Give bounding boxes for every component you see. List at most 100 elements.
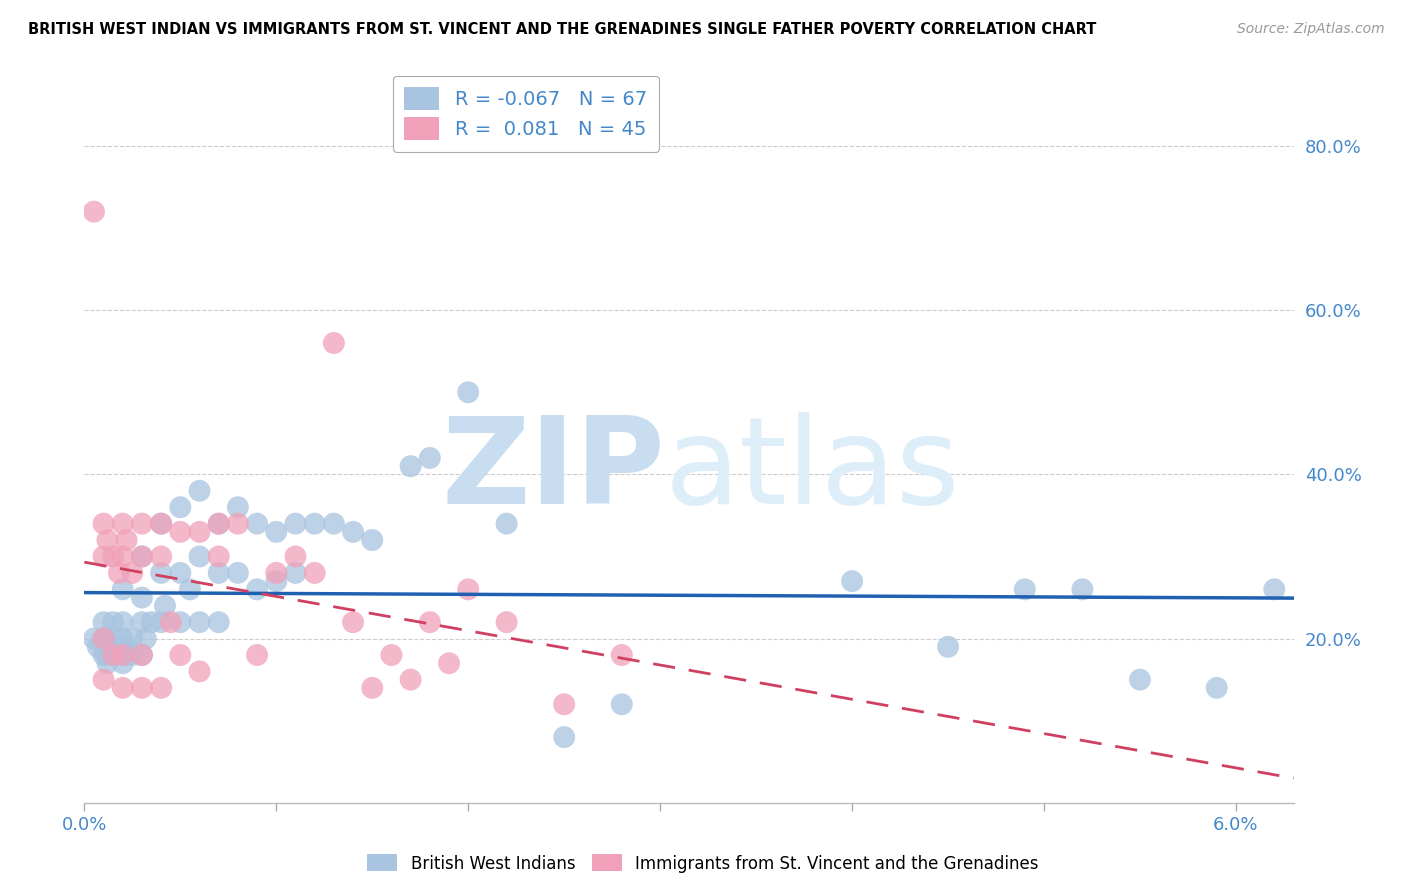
Point (115, 640, 138, 654)
Text: BRITISH WEST INDIAN VS IMMIGRANTS FROM ST. VINCENT AND THE GRENADINES SINGLE FAT: BRITISH WEST INDIAN VS IMMIGRANTS FROM S… (28, 22, 1097, 37)
Point (322, 336, 344, 351)
Point (87, 640, 110, 654)
Point (495, 516, 517, 531)
Point (266, 574, 288, 588)
Point (208, 516, 231, 531)
Point (457, 385, 479, 400)
Point (121, 566, 143, 580)
Point (1129, 673, 1152, 687)
Point (226, 516, 249, 531)
Point (169, 566, 191, 580)
Point (1263, 582, 1285, 597)
Point (115, 533, 138, 547)
Point (83, 632, 105, 646)
Point (361, 533, 384, 547)
Point (153, 599, 176, 613)
Point (111, 582, 134, 597)
Point (208, 516, 231, 531)
Point (380, 648, 402, 662)
Point (111, 549, 134, 564)
Point (96, 648, 118, 662)
Point (111, 648, 134, 662)
Point (169, 500, 191, 515)
Point (131, 615, 153, 630)
Point (111, 657, 134, 671)
Text: atlas: atlas (665, 412, 960, 529)
Point (150, 566, 173, 580)
Point (188, 549, 211, 564)
Text: Source: ZipAtlas.com: Source: ZipAtlas.com (1237, 22, 1385, 37)
Point (841, 574, 863, 588)
Point (101, 640, 124, 654)
Point (188, 665, 211, 679)
Point (188, 524, 211, 539)
Point (553, 698, 575, 712)
Point (342, 615, 364, 630)
Point (93, 632, 115, 646)
Point (495, 615, 517, 630)
Point (322, 516, 344, 531)
Point (93, 615, 115, 630)
Point (1014, 582, 1036, 597)
Point (419, 450, 441, 465)
Point (266, 566, 288, 580)
Point (93, 648, 115, 662)
Point (131, 549, 153, 564)
Point (169, 615, 191, 630)
Point (169, 648, 191, 662)
Point (131, 549, 153, 564)
Point (111, 648, 134, 662)
Point (150, 681, 173, 695)
Point (304, 566, 326, 580)
Point (150, 615, 173, 630)
Point (188, 615, 211, 630)
Point (135, 632, 157, 646)
Point (284, 549, 307, 564)
Point (226, 566, 249, 580)
Legend: British West Indians, Immigrants from St. Vincent and the Grenadines: British West Indians, Immigrants from St… (360, 847, 1046, 880)
Point (208, 615, 231, 630)
Point (179, 582, 201, 597)
Point (284, 516, 307, 531)
Point (101, 549, 124, 564)
Point (266, 524, 288, 539)
Point (419, 615, 441, 630)
Point (936, 640, 959, 654)
Point (553, 730, 575, 744)
Point (399, 673, 422, 687)
Point (121, 648, 143, 662)
Point (111, 615, 134, 630)
Point (111, 632, 134, 646)
Point (131, 648, 153, 662)
Point (208, 549, 231, 564)
Point (284, 566, 307, 580)
Text: ZIP: ZIP (441, 412, 665, 529)
Point (208, 566, 231, 580)
Point (150, 516, 173, 531)
Point (101, 648, 124, 662)
Point (437, 657, 460, 671)
Legend: R = -0.067   N = 67, R =  0.081   N = 45: R = -0.067 N = 67, R = 0.081 N = 45 (392, 76, 658, 152)
Point (111, 681, 134, 695)
Point (93, 549, 115, 564)
Point (226, 500, 249, 515)
Point (131, 516, 153, 531)
Point (131, 591, 153, 605)
Point (93, 516, 115, 531)
Point (610, 648, 633, 662)
Point (159, 615, 181, 630)
Point (150, 549, 173, 564)
Point (93, 673, 115, 687)
Point (304, 516, 326, 531)
Point (150, 516, 173, 531)
Point (361, 681, 384, 695)
Point (610, 698, 633, 712)
Point (93, 632, 115, 646)
Point (246, 582, 269, 597)
Point (101, 632, 124, 646)
Point (96, 533, 118, 547)
Point (96, 657, 118, 671)
Point (83, 204, 105, 219)
Point (141, 615, 163, 630)
Point (131, 648, 153, 662)
